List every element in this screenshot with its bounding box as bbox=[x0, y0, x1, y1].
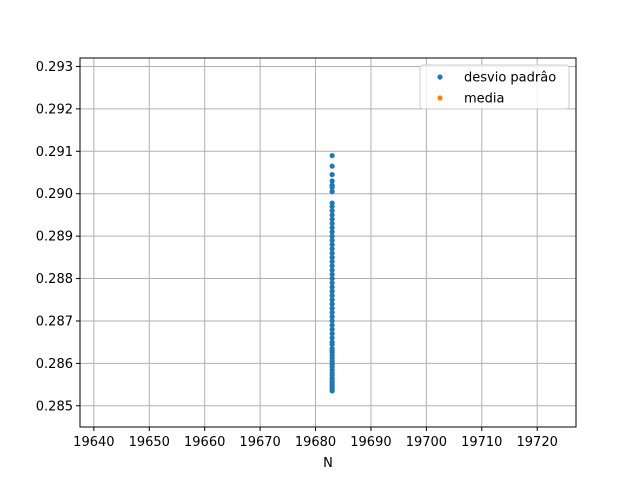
legend-marker bbox=[437, 95, 443, 101]
data-point bbox=[329, 267, 335, 273]
data-point bbox=[329, 271, 335, 277]
x-axis-label: N bbox=[323, 456, 333, 471]
data-point bbox=[329, 322, 335, 328]
data-point bbox=[329, 246, 335, 252]
x-tick-label: 19640 bbox=[73, 435, 114, 450]
x-tick-label: 19690 bbox=[350, 435, 391, 450]
data-point bbox=[329, 388, 335, 394]
data-point bbox=[329, 216, 335, 222]
data-point bbox=[329, 203, 335, 210]
data-point bbox=[329, 172, 335, 178]
data-point bbox=[329, 220, 335, 227]
data-point bbox=[329, 309, 335, 316]
points bbox=[329, 152, 335, 394]
data-point bbox=[329, 254, 335, 260]
data-point bbox=[329, 292, 335, 299]
y-tick-label: 0.289 bbox=[36, 230, 73, 245]
grid bbox=[80, 58, 576, 427]
data-point bbox=[329, 184, 335, 190]
x-tick-label: 19720 bbox=[517, 435, 558, 450]
legend-label: media bbox=[464, 92, 505, 107]
data-point bbox=[329, 225, 335, 231]
data-point bbox=[329, 229, 335, 235]
data-point bbox=[329, 297, 335, 303]
x-tick-label: 19670 bbox=[239, 435, 280, 450]
data-point bbox=[329, 288, 335, 294]
data-point bbox=[329, 152, 335, 159]
data-point bbox=[329, 335, 335, 341]
data-point bbox=[329, 263, 335, 269]
data-point bbox=[329, 233, 335, 239]
data-point bbox=[329, 237, 335, 243]
y-tick-label: 0.292 bbox=[36, 102, 73, 117]
data-point bbox=[329, 284, 335, 290]
legend-label: desvio padrâo bbox=[464, 71, 556, 86]
x-tick-label: 19710 bbox=[461, 435, 502, 450]
data-point bbox=[329, 305, 335, 311]
data-point bbox=[329, 212, 335, 218]
x-tick-label: 19660 bbox=[184, 435, 225, 450]
x-tick-label: 19700 bbox=[406, 435, 447, 450]
plot-frame bbox=[79, 57, 577, 428]
y-tick-label: 0.287 bbox=[36, 314, 73, 329]
y-tick-label: 0.286 bbox=[36, 357, 73, 372]
data-point bbox=[329, 189, 335, 195]
legend-marker bbox=[437, 74, 443, 80]
y-tick-label: 0.288 bbox=[36, 272, 73, 287]
y-tick-label: 0.291 bbox=[36, 145, 73, 160]
legend: desvio padrâo media bbox=[419, 64, 570, 110]
data-point bbox=[329, 341, 335, 347]
data-point bbox=[329, 242, 335, 248]
y-tick-label: 0.290 bbox=[36, 187, 73, 202]
y-tick-label: 0.293 bbox=[36, 60, 73, 75]
data-point bbox=[329, 163, 335, 169]
data-point bbox=[329, 275, 335, 282]
legend-box bbox=[419, 64, 570, 110]
data-point bbox=[329, 250, 335, 256]
x-tick-label: 19680 bbox=[295, 435, 336, 450]
data-point bbox=[329, 280, 335, 286]
data-point bbox=[329, 314, 335, 320]
y-tick-label: 0.285 bbox=[36, 399, 73, 414]
data-point bbox=[329, 258, 335, 265]
ticks: 19640 19650 19660 19670 19680 19690 19700 19710… bbox=[36, 60, 558, 450]
data-point bbox=[329, 331, 335, 337]
data-point bbox=[329, 208, 335, 214]
data-point bbox=[329, 326, 335, 333]
data-point bbox=[329, 178, 335, 184]
data-point bbox=[329, 318, 335, 324]
data-point bbox=[329, 301, 335, 307]
x-tick-label: 19650 bbox=[129, 435, 170, 450]
